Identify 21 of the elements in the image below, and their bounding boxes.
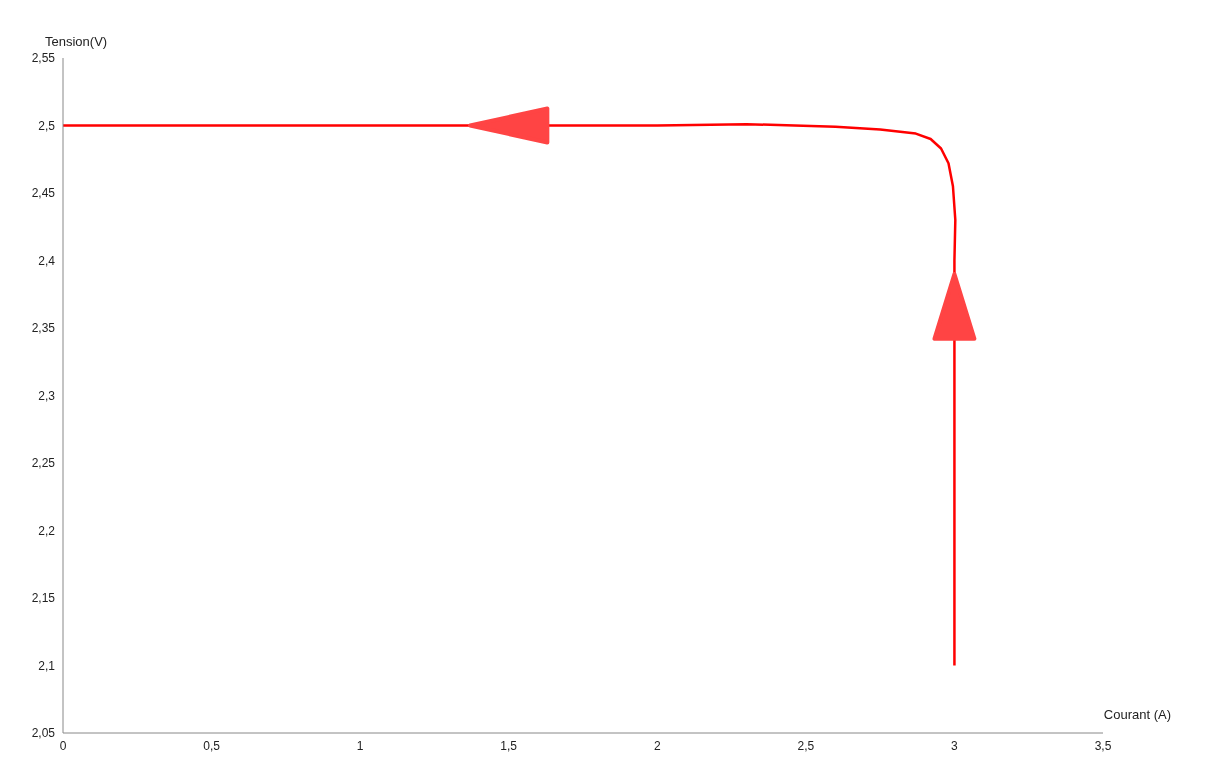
y-axis-title: Tension(V) bbox=[45, 34, 108, 49]
y-tick-label: 2,5 bbox=[38, 118, 56, 133]
y-tick-label: 2,35 bbox=[31, 321, 56, 336]
y-tick-label: 2,05 bbox=[31, 726, 56, 741]
y-tick-label: 2,55 bbox=[31, 51, 56, 66]
y-tick-label: 2,1 bbox=[38, 658, 56, 673]
x-tick-label: 2 bbox=[653, 738, 661, 753]
y-tick-label: 2,15 bbox=[31, 591, 56, 606]
x-tick-label: 0 bbox=[59, 738, 67, 753]
x-tick-label: 1 bbox=[356, 738, 364, 753]
x-tick-label: 3 bbox=[951, 738, 959, 753]
x-tick-label: 0,5 bbox=[203, 738, 221, 753]
x-tick-label: 1,5 bbox=[500, 738, 518, 753]
y-tick-label: 2,45 bbox=[31, 186, 56, 201]
y-tick-label: 2,2 bbox=[38, 523, 56, 538]
y-tick-label: 2,4 bbox=[38, 253, 56, 268]
y-tick-label: 2,3 bbox=[38, 388, 56, 403]
x-tick-label: 3,5 bbox=[1094, 738, 1112, 753]
y-tick-label: 2,25 bbox=[31, 456, 56, 471]
x-tick-label: 2,5 bbox=[797, 738, 815, 753]
x-axis-title: Courant (A) bbox=[1103, 707, 1171, 722]
